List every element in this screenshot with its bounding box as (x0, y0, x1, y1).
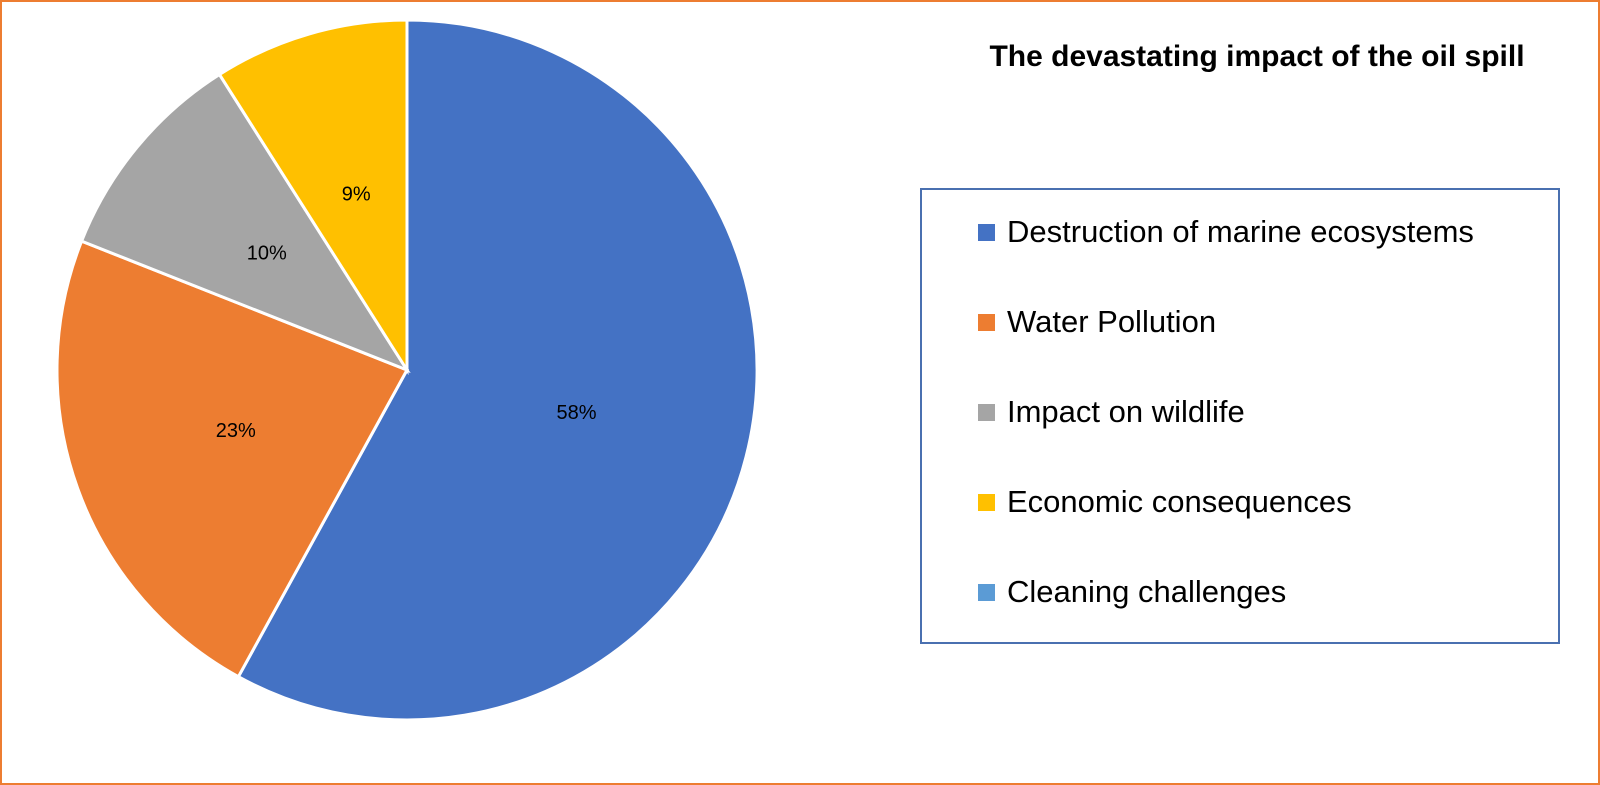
pie-data-label-3: 10% (247, 242, 287, 264)
legend-item-3: Impact on wildlife (978, 392, 1245, 432)
legend-swatch (978, 493, 995, 511)
pie-slice-2 (55, 239, 410, 679)
legend-swatch (978, 583, 995, 601)
pie-data-label-1: 58% (556, 402, 596, 424)
pie-slice-4 (217, 18, 409, 376)
legend: Destruction of marine ecosystems Water Po… (920, 188, 1560, 644)
legend-swatch (978, 313, 995, 331)
legend-item-2: Water Pollution (978, 302, 1216, 342)
pie-data-label-4: 9% (342, 184, 371, 206)
legend-label: Economic consequences (1007, 484, 1352, 519)
pie-chart: 58% 23% 10% 9% (55, 18, 759, 722)
legend-item-4: Economic consequences (978, 482, 1352, 522)
legend-item-5: Cleaning challenges (978, 572, 1286, 612)
legend-label: Destruction of marine ecosystems (1007, 214, 1474, 249)
legend-label: Impact on wildlife (1007, 394, 1245, 429)
legend-label: Water Pollution (1007, 304, 1217, 339)
legend-swatch (978, 403, 995, 421)
chart-title: The devastating impact of the oil spill (989, 40, 1525, 73)
pie-slice-3 (79, 72, 411, 374)
legend-item-1: Destruction of marine ecosystems (978, 212, 1474, 252)
legend-label: Cleaning challenges (1007, 574, 1287, 609)
pie-data-label-2: 23% (216, 420, 256, 442)
pie-slice-1 (236, 18, 759, 722)
legend-swatch (978, 223, 995, 241)
